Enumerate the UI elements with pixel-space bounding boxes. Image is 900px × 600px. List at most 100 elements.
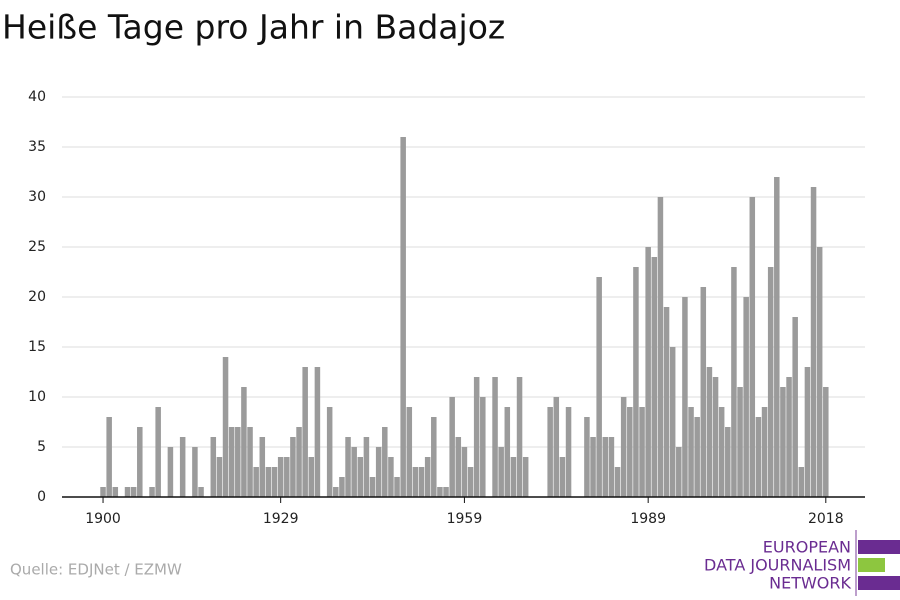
bar — [100, 487, 106, 497]
bar — [412, 467, 419, 497]
bar — [706, 367, 713, 497]
logo-text: EUROPEAN — [763, 538, 851, 557]
bar — [155, 407, 161, 497]
bar — [192, 447, 198, 497]
bar — [498, 447, 504, 497]
bar — [718, 407, 725, 497]
bar — [639, 407, 645, 497]
y-tick-label: 20 — [28, 289, 46, 305]
bar — [443, 487, 449, 497]
bar — [290, 437, 296, 497]
bar — [565, 407, 572, 497]
bar — [302, 367, 308, 497]
bar — [339, 477, 345, 497]
bar — [798, 467, 805, 497]
bar — [816, 247, 823, 497]
bar — [590, 437, 596, 497]
bar — [308, 457, 315, 497]
bar — [382, 427, 388, 497]
logo-bar — [858, 576, 900, 590]
bar — [345, 437, 351, 497]
y-tick-label: 30 — [28, 189, 46, 205]
x-tick-label: 1929 — [263, 511, 299, 527]
bar — [431, 417, 437, 497]
y-tick-label: 40 — [28, 89, 46, 105]
bar — [657, 197, 664, 497]
bar — [700, 287, 707, 497]
bar — [731, 267, 737, 497]
y-tick-label: 35 — [28, 139, 46, 155]
bar — [682, 297, 688, 497]
bar — [406, 407, 413, 497]
bar — [112, 487, 119, 497]
y-tick-label: 15 — [28, 339, 46, 355]
bar — [149, 487, 155, 497]
bar — [480, 397, 486, 497]
bar — [271, 467, 278, 497]
bar — [755, 417, 762, 497]
bar — [522, 457, 529, 497]
bar — [694, 417, 700, 497]
bar — [510, 457, 517, 497]
y-tick-label: 5 — [37, 439, 46, 455]
bar — [645, 247, 651, 497]
bar — [688, 407, 694, 497]
bar — [712, 377, 719, 497]
bar — [375, 447, 382, 497]
bar — [804, 367, 811, 497]
bar — [388, 457, 394, 497]
logo: EUROPEAN DATA JOURNALISM NETWORK — [704, 530, 900, 596]
bar — [314, 367, 321, 497]
bar — [602, 437, 609, 497]
bar — [247, 427, 253, 497]
bar — [669, 347, 676, 497]
bar — [823, 387, 829, 497]
bar — [774, 177, 780, 497]
bar — [124, 487, 131, 497]
bar — [455, 437, 462, 497]
bar — [400, 137, 406, 497]
bar — [253, 467, 259, 497]
bar — [216, 457, 223, 497]
bar — [363, 437, 370, 497]
bar — [467, 467, 474, 497]
y-tick-label: 10 — [28, 389, 46, 405]
bar — [418, 467, 425, 497]
x-tick-label: 1989 — [630, 511, 666, 527]
bar — [437, 487, 443, 497]
bar — [228, 427, 235, 497]
bar — [461, 447, 468, 497]
bar — [651, 257, 658, 497]
bar — [620, 397, 627, 497]
bar — [394, 477, 400, 497]
bar — [596, 277, 602, 497]
bar — [210, 437, 217, 497]
bar — [584, 417, 590, 497]
bar — [369, 477, 376, 497]
bar — [179, 437, 186, 497]
bar — [676, 447, 682, 497]
bar — [137, 427, 143, 497]
bar — [265, 467, 272, 497]
bar — [663, 307, 670, 497]
bar — [130, 487, 137, 497]
logo-text: NETWORK — [769, 574, 851, 593]
y-tick-label: 0 — [37, 489, 46, 505]
bar — [767, 267, 774, 497]
bar — [761, 407, 768, 497]
x-tick-label: 1959 — [447, 511, 483, 527]
bar — [333, 487, 339, 497]
bar — [559, 457, 566, 497]
bar — [743, 297, 749, 497]
y-tick-label: 25 — [28, 239, 46, 255]
bar — [810, 187, 817, 497]
bar — [492, 377, 498, 497]
bar — [326, 407, 333, 497]
bar — [780, 387, 786, 497]
source: Quelle: EDJNet / EZMW — [10, 561, 182, 579]
bar — [725, 427, 731, 497]
bar — [259, 437, 266, 497]
bar — [633, 267, 639, 497]
bar — [553, 397, 560, 497]
